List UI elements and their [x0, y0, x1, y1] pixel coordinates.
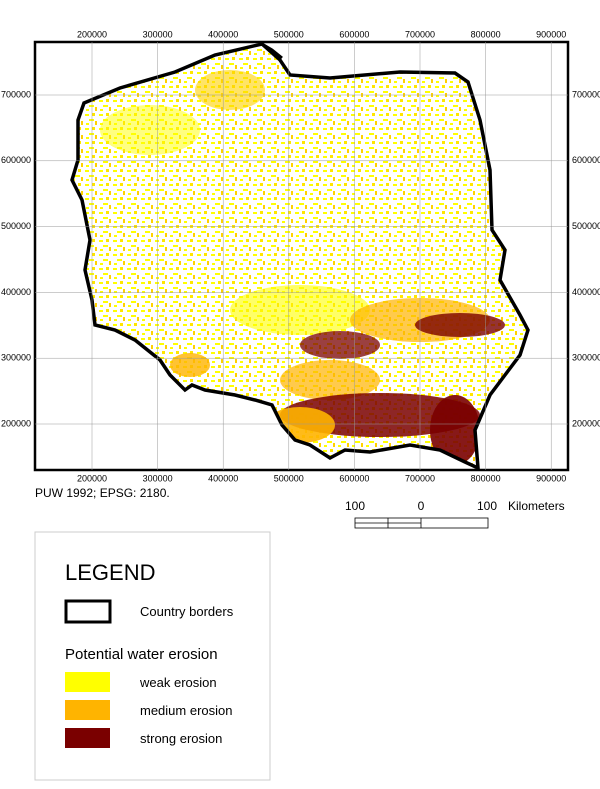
- x-coordinate-label: 300000: [143, 29, 173, 39]
- y-coordinate-label: 500000: [1, 221, 31, 231]
- legend-section-title: Potential water erosion: [65, 646, 218, 663]
- x-coordinate-label: 400000: [208, 29, 238, 39]
- y-coordinate-label: 200000: [1, 418, 31, 428]
- x-coordinate-label: 600000: [339, 29, 369, 39]
- x-coordinate-label: 400000: [208, 473, 238, 483]
- y-coordinate-label: 600000: [1, 155, 31, 165]
- y-coordinate-label: 400000: [572, 287, 600, 297]
- x-coordinate-label: 800000: [471, 473, 501, 483]
- scale-bar: 100 0 100 Kilometers: [345, 499, 565, 529]
- legend-swatch: [65, 700, 110, 720]
- y-coordinate-label: 300000: [1, 353, 31, 363]
- y-coordinate-label: 400000: [1, 287, 31, 297]
- y-coordinate-label: 700000: [572, 89, 600, 99]
- legend-label: weak erosion: [139, 675, 217, 690]
- x-coordinate-label: 900000: [536, 29, 566, 39]
- x-coordinate-label: 700000: [405, 29, 435, 39]
- x-coordinate-label: 700000: [405, 473, 435, 483]
- y-coordinate-label: 600000: [572, 155, 600, 165]
- x-coordinate-label: 900000: [536, 473, 566, 483]
- x-coordinate-label: 600000: [339, 473, 369, 483]
- x-coordinate-label: 200000: [77, 473, 107, 483]
- y-coordinate-label: 700000: [1, 89, 31, 99]
- legend-swatch: [65, 672, 110, 692]
- scale-label: 100: [477, 499, 497, 513]
- x-coordinate-label: 500000: [274, 473, 304, 483]
- legend-label: Country borders: [140, 604, 234, 619]
- x-coordinate-label: 800000: [471, 29, 501, 39]
- legend-label: medium erosion: [140, 703, 233, 718]
- scale-unit: Kilometers: [508, 499, 565, 513]
- x-coordinate-label: 200000: [77, 29, 107, 39]
- legend-swatch: [65, 728, 110, 748]
- y-coordinate-label: 500000: [572, 221, 600, 231]
- source-note: PUW 1992; EPSG: 2180.: [35, 486, 170, 500]
- hel-peninsula: [261, 42, 283, 60]
- x-coordinate-label: 500000: [274, 29, 304, 39]
- y-coordinate-label: 300000: [572, 353, 600, 363]
- legend-title: LEGEND: [65, 560, 155, 585]
- grid: [35, 42, 568, 470]
- x-coordinate-label: 300000: [143, 473, 173, 483]
- legend-border-swatch: [64, 599, 112, 624]
- y-coordinate-label: 200000: [572, 418, 600, 428]
- legend-label: strong erosion: [140, 731, 222, 746]
- scale-label: 100: [345, 499, 365, 513]
- scale-label: 0: [418, 499, 425, 513]
- legend: LEGEND Country borders Potential water e…: [34, 531, 271, 781]
